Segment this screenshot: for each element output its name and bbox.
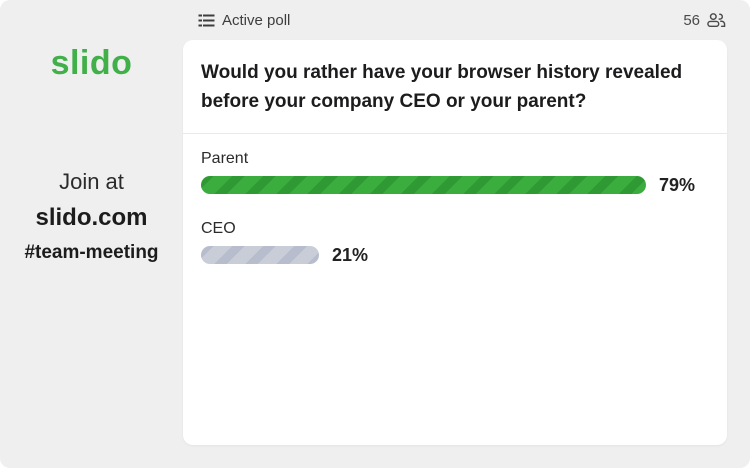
poll-results: Parent 79% CEO 21% — [183, 134, 727, 306]
result-percent: 21% — [332, 244, 369, 265]
poll-option-parent: Parent 79% — [201, 150, 709, 196]
join-at-label: Join at — [59, 169, 124, 194]
divider — [183, 132, 727, 134]
slido-logo: slido — [50, 44, 133, 82]
topbar: Active poll 56 — [183, 0, 727, 40]
result-bar-row: 79% — [201, 175, 709, 196]
participants-people-icon — [705, 11, 727, 29]
active-poll-header: Active poll — [183, 12, 290, 29]
result-bar — [201, 246, 319, 265]
option-label: CEO — [201, 219, 236, 237]
poll-card: Would you rather have your browser histo… — [183, 40, 727, 445]
result-bar — [201, 176, 646, 195]
poll-list-icon — [198, 12, 215, 29]
participants-count: 56 — [683, 11, 700, 29]
result-bar-row: 21% — [201, 245, 709, 266]
sidebar: slido Join at slido.com #team-meeting — [0, 0, 183, 468]
join-instructions: Join at slido.com #team-meeting — [24, 165, 158, 268]
poll-question: Would you rather have your browser histo… — [201, 62, 683, 113]
option-label: Parent — [201, 149, 249, 167]
result-percent: 79% — [659, 174, 696, 195]
poll-option-ceo: CEO 21% — [201, 220, 709, 266]
join-url: slido.com — [35, 204, 148, 231]
participants-counter: 56 — [683, 11, 727, 29]
main-column: Active poll 56 Would you rather have you… — [183, 0, 750, 468]
event-code: #team-meeting — [24, 242, 159, 263]
topbar-title: Active poll — [222, 11, 291, 29]
